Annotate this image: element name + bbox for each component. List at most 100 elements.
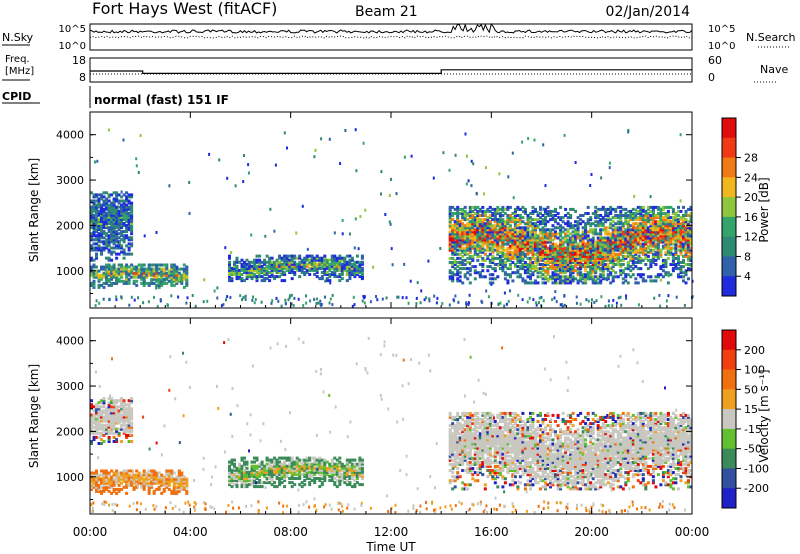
power-scatter-cell xyxy=(590,173,593,176)
power-ground-cell xyxy=(229,296,232,299)
power-echo-cell xyxy=(298,275,302,279)
power-echo-cell xyxy=(127,238,131,242)
power-echo-cell xyxy=(564,232,568,236)
power-echo-cell xyxy=(646,216,650,220)
power-echo-cell xyxy=(140,273,144,277)
power-echo-cell xyxy=(513,256,517,260)
velocity-echo-cell xyxy=(107,407,111,411)
power-echo-cell xyxy=(516,205,520,209)
power-echo-cell xyxy=(531,244,535,248)
power-echo-cell xyxy=(185,265,189,269)
power-echo-cell xyxy=(684,248,688,252)
power-echo-cell xyxy=(280,273,284,276)
power-echo-cell xyxy=(300,264,304,268)
power-echo-cell xyxy=(253,268,256,272)
power-echo-cell xyxy=(230,277,234,281)
power-echo-cell xyxy=(498,246,502,250)
power-echo-cell xyxy=(285,266,289,270)
power-echo-cell xyxy=(513,222,517,226)
power-echo-cell xyxy=(616,258,620,262)
velocity-echo-cell xyxy=(100,481,103,485)
power-echo-cell xyxy=(639,222,643,226)
power-echo-cell xyxy=(521,254,525,258)
power-echo-cell xyxy=(493,214,497,217)
velocity-echo-cell xyxy=(150,471,154,475)
power-echo-cell xyxy=(644,218,648,222)
power-echo-cell xyxy=(461,228,465,232)
power-ground-cell xyxy=(433,294,436,298)
power-ground-cell xyxy=(194,304,197,308)
power-echo-cell xyxy=(604,254,608,258)
power-echo-cell xyxy=(135,271,139,275)
power-echo-cell xyxy=(338,256,342,260)
power-scatter-cell xyxy=(608,166,611,170)
power-echo-cell xyxy=(288,271,292,274)
power-echo-cell xyxy=(105,240,108,244)
power-echo-cell xyxy=(130,222,134,225)
power-echo-cell xyxy=(258,262,262,266)
power-echo-cell xyxy=(142,273,146,277)
power-scatter-cell xyxy=(122,138,125,142)
velocity-echo-cell xyxy=(295,472,299,476)
power-echo-cell xyxy=(523,222,527,226)
power-echo-cell xyxy=(150,281,154,285)
power-echo-cell xyxy=(674,238,678,242)
power-echo-cell xyxy=(574,240,578,244)
power-echo-cell xyxy=(664,228,668,232)
power-echo-cell xyxy=(473,216,477,220)
power-echo-cell xyxy=(682,236,685,240)
power-echo-cell xyxy=(451,279,455,283)
power-ground-cell xyxy=(292,304,295,307)
power-ground-cell xyxy=(186,296,189,300)
power-echo-cell xyxy=(619,246,623,250)
power-echo-cell xyxy=(629,275,633,279)
power-echo-cell xyxy=(453,232,457,236)
power-ground-cell xyxy=(331,303,334,307)
power-echo-cell xyxy=(358,266,362,270)
power-echo-cell xyxy=(330,264,334,268)
velocity-echo-cell xyxy=(303,464,307,468)
power-echo-cell xyxy=(240,277,244,281)
power-scatter-cell xyxy=(646,236,649,240)
power-echo-cell xyxy=(584,222,588,226)
power-echo-cell xyxy=(122,224,126,227)
power-echo-cell xyxy=(458,220,462,224)
velocity-echo-cell xyxy=(288,456,292,460)
power-echo-cell xyxy=(559,252,563,256)
power-echo-cell xyxy=(626,216,630,220)
power-echo-cell xyxy=(486,234,490,238)
power-echo-cell xyxy=(551,232,555,236)
power-echo-cell xyxy=(100,234,103,238)
power-echo-cell xyxy=(641,224,645,228)
power-echo-cell xyxy=(561,230,565,234)
velocity-echo-cell xyxy=(253,464,256,468)
power-echo-cell xyxy=(473,277,477,281)
power-echo-cell xyxy=(508,252,512,256)
power-echo-cell xyxy=(599,250,603,254)
power-echo-cell xyxy=(463,224,467,228)
power-echo-cell xyxy=(458,252,462,256)
power-echo-cell xyxy=(596,246,600,250)
power-echo-cell xyxy=(609,271,613,275)
power-ground-cell xyxy=(329,297,332,301)
power-echo-cell xyxy=(100,232,103,236)
velocity-echo-cell xyxy=(270,464,274,468)
power-echo-cell xyxy=(666,242,670,246)
power-echo-cell xyxy=(112,222,116,225)
power-echo-cell xyxy=(561,269,565,273)
power-echo-cell xyxy=(556,246,560,250)
power-echo-cell xyxy=(679,234,683,238)
power-echo-cell xyxy=(634,234,638,238)
power-echo-cell xyxy=(466,232,470,236)
power-echo-cell xyxy=(521,250,525,254)
power-echo-cell xyxy=(659,232,663,236)
power-echo-cell xyxy=(255,260,259,264)
power-echo-cell xyxy=(586,230,590,234)
power-ground-cell xyxy=(457,300,460,304)
velocity-echo-cell xyxy=(102,475,106,479)
power-echo-cell xyxy=(682,214,685,217)
power-echo-cell xyxy=(569,256,573,260)
power-ground-cell xyxy=(497,302,500,306)
power-echo-cell xyxy=(127,224,131,227)
